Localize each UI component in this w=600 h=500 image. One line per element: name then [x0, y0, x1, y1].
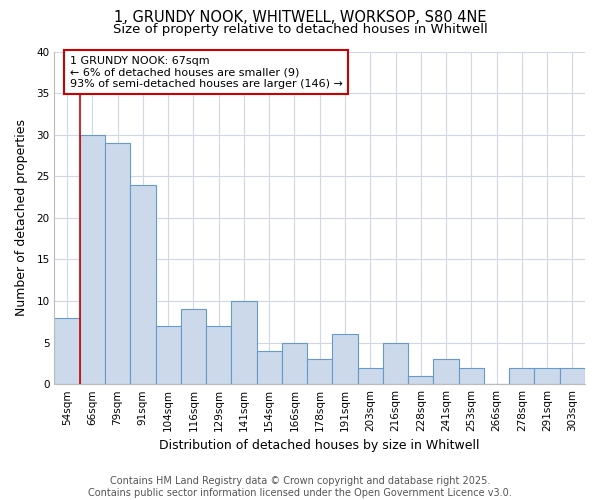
- Bar: [130, 184, 155, 384]
- Bar: [358, 368, 383, 384]
- Y-axis label: Number of detached properties: Number of detached properties: [15, 120, 28, 316]
- Bar: [458, 368, 484, 384]
- Bar: [332, 334, 358, 384]
- Bar: [105, 143, 130, 384]
- Text: Contains HM Land Registry data © Crown copyright and database right 2025.
Contai: Contains HM Land Registry data © Crown c…: [88, 476, 512, 498]
- Bar: [282, 342, 307, 384]
- Text: 1, GRUNDY NOOK, WHITWELL, WORKSOP, S80 4NE: 1, GRUNDY NOOK, WHITWELL, WORKSOP, S80 4…: [114, 10, 486, 25]
- Bar: [55, 318, 80, 384]
- Bar: [433, 359, 458, 384]
- Bar: [560, 368, 585, 384]
- Bar: [535, 368, 560, 384]
- Bar: [181, 310, 206, 384]
- Bar: [383, 342, 408, 384]
- Bar: [206, 326, 231, 384]
- Bar: [231, 301, 257, 384]
- Bar: [155, 326, 181, 384]
- Bar: [408, 376, 433, 384]
- Bar: [307, 359, 332, 384]
- Text: 1 GRUNDY NOOK: 67sqm
← 6% of detached houses are smaller (9)
93% of semi-detache: 1 GRUNDY NOOK: 67sqm ← 6% of detached ho…: [70, 56, 343, 89]
- X-axis label: Distribution of detached houses by size in Whitwell: Distribution of detached houses by size …: [160, 440, 480, 452]
- Bar: [257, 351, 282, 384]
- Bar: [509, 368, 535, 384]
- Bar: [80, 134, 105, 384]
- Text: Size of property relative to detached houses in Whitwell: Size of property relative to detached ho…: [113, 22, 487, 36]
